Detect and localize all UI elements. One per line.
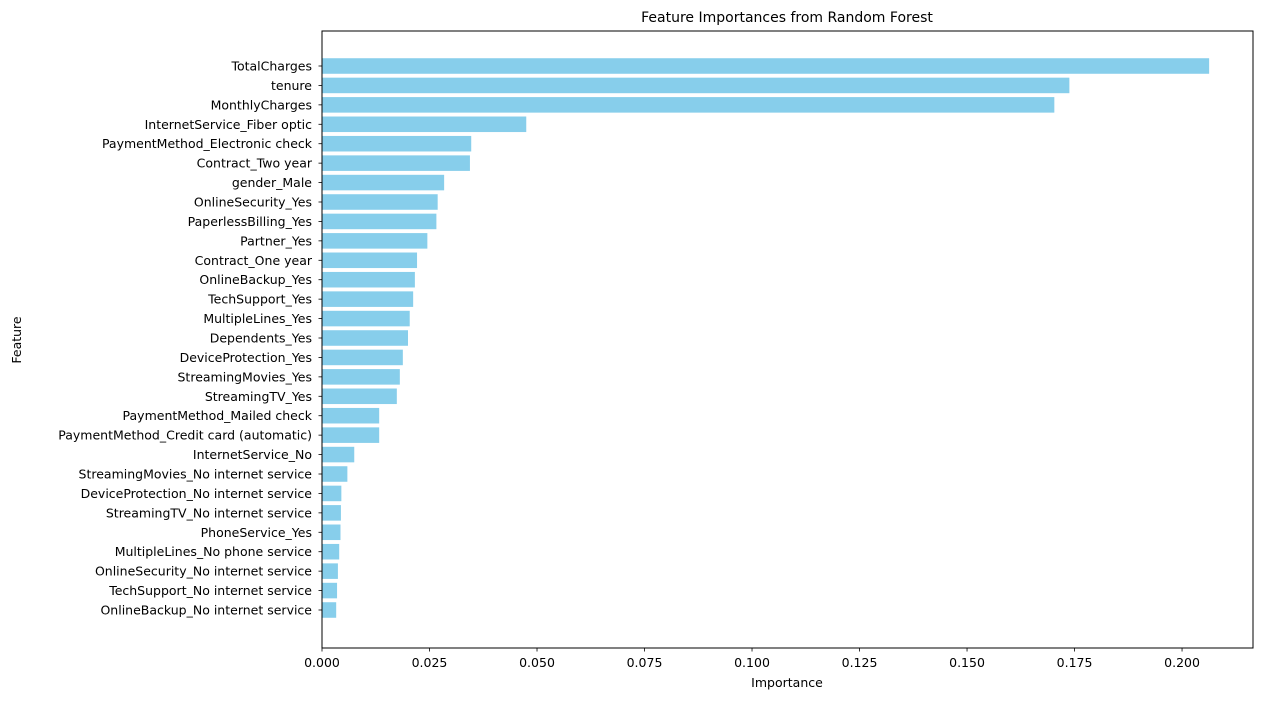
y-tick-label: Partner_Yes [240,233,312,248]
bar [322,58,1210,74]
bar [322,194,438,210]
bar [322,116,527,133]
chart-title: Feature Importances from Random Forest [641,10,933,26]
y-tick-label: PaperlessBilling_Yes [188,214,312,229]
bar [322,563,338,579]
bar [322,446,355,463]
y-tick-label: MultipleLines_No phone service [115,544,313,559]
y-tick-label: OnlineSecurity_Yes [194,195,312,210]
y-tick-label: tenure [271,78,312,93]
x-tick-label: 0.075 [627,655,663,670]
y-tick-label: OnlineBackup_Yes [199,272,312,287]
bar [322,524,341,541]
x-tick-label: 0.000 [304,655,340,670]
bar [322,466,348,482]
y-tick-label: Contract_Two year [197,156,313,171]
y-tick-label: TechSupport_Yes [207,292,312,307]
bar [322,77,1070,94]
bar [322,369,400,385]
y-tick-label: PaymentMethod_Credit card (automatic) [58,428,312,443]
y-tick-label: PaymentMethod_Electronic check [102,136,313,151]
y-tick-group: TotalCharges tenure MonthlyCharges Internet… [58,59,322,618]
bar [322,582,338,599]
bar [322,349,403,366]
bar [322,485,342,502]
x-tick-label: 0.200 [1164,655,1200,670]
bar [322,271,415,288]
bar [322,330,408,346]
y-tick-label: StreamingTV_Yes [205,389,312,404]
bar [322,407,380,424]
x-tick-label: 0.125 [842,655,878,670]
y-tick-label: OnlineBackup_No internet service [100,603,312,618]
x-tick-group: 0.000 0.025 0.050 0.075 0.100 0.125 0.150 0.175… [304,648,1200,670]
x-tick-label: 0.025 [412,655,448,670]
y-tick-label: MonthlyCharges [211,97,312,112]
y-tick-label: StreamingMovies_No internet service [79,467,313,482]
y-tick-label: PhoneService_Yes [201,525,312,540]
y-tick-label: Contract_One year [195,253,313,268]
x-axis-label: Importance [751,675,823,690]
y-tick-label: DeviceProtection_No internet service [81,486,313,501]
plot-frame [321,30,1254,649]
bar [322,135,472,152]
bars-group [322,58,1210,618]
bar [322,97,1055,113]
y-tick-label: TechSupport_No internet service [108,583,312,598]
bar [322,252,418,269]
y-tick-label: InternetService_Fiber optic [145,117,313,132]
y-tick-label: OnlineSecurity_No internet service [95,564,312,579]
bar [322,310,410,327]
bar [322,602,337,618]
y-tick-label: PaymentMethod_Mailed check [123,408,313,423]
bar [322,388,397,405]
y-axis-label: Feature [9,316,24,364]
x-tick-label: 0.050 [519,655,555,670]
bar [322,233,428,249]
bar [322,291,414,307]
x-tick-label: 0.175 [1057,655,1093,670]
x-tick-label: 0.100 [734,655,770,670]
bar [322,543,340,560]
bar [322,505,341,521]
bar [322,155,470,171]
y-tick-label: Dependents_Yes [210,331,312,346]
y-tick-label: MultipleLines_Yes [203,311,312,326]
x-tick-label: 0.150 [949,655,985,670]
y-tick-label: TotalCharges [230,59,312,74]
y-tick-label: StreamingMovies_Yes [178,369,313,384]
bar [322,213,437,230]
bar [322,174,445,191]
bar [322,427,380,443]
y-tick-label: InternetService_No [193,447,312,462]
y-tick-label: gender_Male [232,175,312,190]
y-tick-label: StreamingTV_No internet service [106,505,312,520]
y-tick-label: DeviceProtection_Yes [180,350,312,365]
